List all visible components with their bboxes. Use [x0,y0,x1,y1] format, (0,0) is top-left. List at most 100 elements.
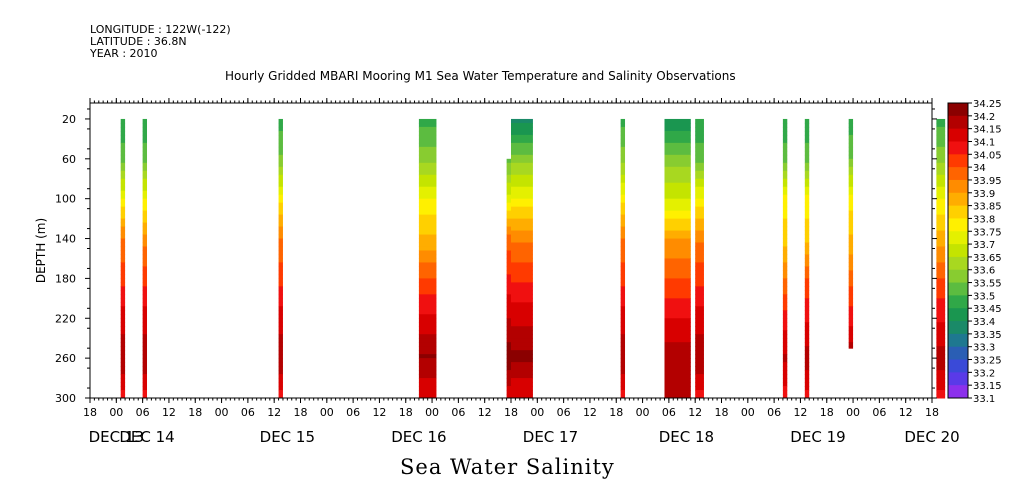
salinity-cell [936,242,946,248]
salinity-cell [664,390,691,395]
salinity-cell [418,322,437,327]
colorbar-label: 33.55 [973,279,1002,290]
salinity-cell [120,234,126,240]
salinity-cell [936,358,946,363]
salinity-cell [506,330,511,335]
salinity-cell [936,198,946,204]
salinity-cell [418,142,437,148]
salinity-cell [782,330,788,335]
salinity-cell [418,330,437,335]
day-label: DEC 17 [523,428,578,446]
salinity-cell [848,198,854,204]
salinity-cell [936,286,946,291]
salinity-cell [620,230,626,236]
salinity-cell [848,170,854,176]
salinity-cell [664,330,691,335]
salinity-cell [506,282,511,287]
salinity-cell [664,210,691,216]
salinity-cell [804,318,810,323]
x-tick-label: 18 [399,406,413,419]
salinity-cell [936,290,946,295]
salinity-cell [278,286,283,291]
salinity-cell [695,298,704,303]
colorbar-swatch [948,372,968,386]
salinity-cell [936,258,946,263]
salinity-cell [418,182,437,188]
day-label: DEC 15 [260,428,315,446]
salinity-cell [511,170,533,176]
salinity-cell [511,202,533,208]
salinity-cell [804,330,810,335]
salinity-cell [936,390,946,395]
salinity-cell [782,122,788,128]
colorbar-swatch [948,256,968,271]
salinity-cell [120,214,126,220]
salinity-cell [695,194,704,200]
colorbar-label: 33.85 [973,202,1002,213]
salinity-cell [120,150,126,156]
salinity-cell [936,142,946,148]
salinity-cell [936,150,946,156]
salinity-cell [664,294,691,299]
salinity-cell [695,350,704,355]
salinity-cell [804,146,810,152]
salinity-cell [506,210,511,216]
salinity-cell [120,346,126,351]
salinity-cell [695,158,704,164]
salinity-cell [782,346,788,351]
salinity-cell [782,198,788,204]
salinity-cell [664,378,691,383]
salinity-cell [418,166,437,172]
salinity-cell [278,306,283,311]
salinity-cell [620,210,626,216]
salinity-cell [664,314,691,319]
salinity-cell [506,346,511,351]
salinity-cell [506,274,511,279]
salinity-cell [695,374,704,379]
salinity-cell [664,262,691,267]
salinity-cell [936,298,946,303]
salinity-cell [695,198,704,204]
data-column [848,118,854,349]
salinity-cell [120,326,126,331]
salinity-cell [804,254,810,259]
salinity-cell [511,386,533,391]
salinity-cell [664,354,691,359]
salinity-cell [620,314,626,319]
salinity-cell [120,334,126,339]
salinity-cell [506,206,511,212]
salinity-cell [936,190,946,196]
salinity-cell [664,386,691,391]
colorbar-swatch [948,269,968,284]
salinity-cell [804,286,810,291]
salinity-cell [120,130,126,136]
salinity-cell [664,382,691,387]
salinity-cell [695,394,704,399]
salinity-cell [511,182,533,188]
salinity-cell [695,286,704,291]
salinity-cell [695,118,704,124]
salinity-cell [664,350,691,355]
salinity-cell [142,174,148,180]
salinity-cell [418,270,437,275]
x-tick-label: 00 [425,406,439,419]
salinity-cell [506,214,511,220]
salinity-cell [506,258,511,263]
salinity-cell [848,254,854,259]
salinity-cell [142,158,148,164]
salinity-cell [848,250,854,255]
salinity-cell [506,182,511,188]
salinity-cell [804,218,810,224]
salinity-cell [511,346,533,351]
colorbar-label: 33.1 [973,394,995,405]
salinity-cell [418,342,437,347]
salinity-cell [278,146,283,152]
salinity-cell [142,282,148,287]
y-tick-label: 300 [55,392,76,405]
salinity-cell [695,146,704,152]
salinity-cell [664,162,691,168]
salinity-cell [782,210,788,216]
salinity-cell [695,190,704,196]
salinity-cell [848,266,854,271]
salinity-cell [620,178,626,184]
